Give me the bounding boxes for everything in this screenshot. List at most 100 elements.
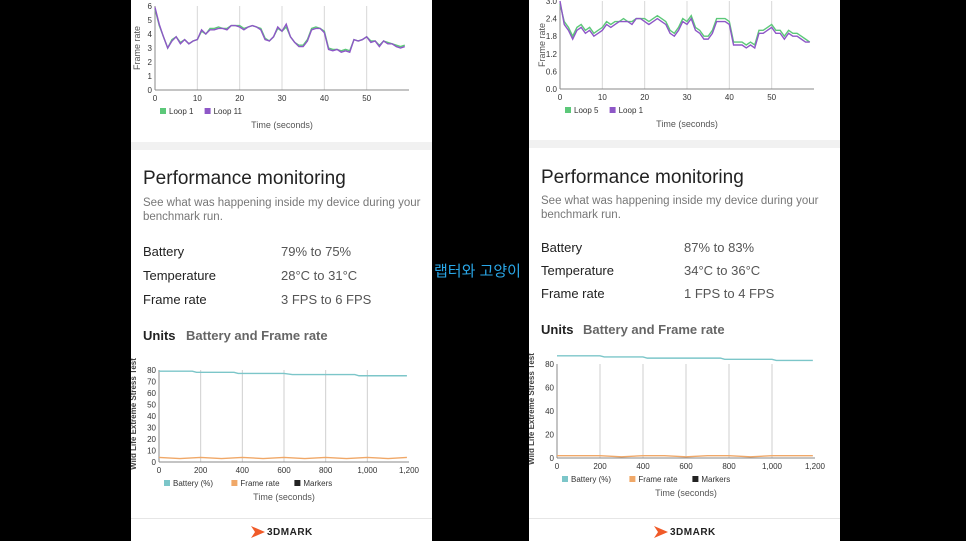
- x-tick-label: 200: [194, 466, 208, 475]
- y-tick-label: 4: [148, 30, 153, 39]
- x-tick-label: 20: [235, 94, 244, 103]
- units-selection[interactable]: Battery and Frame rate: [583, 322, 725, 337]
- series-line-frame-rate: [158, 456, 407, 460]
- battery-frame-rate-chart: 0 200 400 600 800 1,000 1,200 0 20 40 60 80 Wild Lif…: [529, 353, 826, 498]
- series-line-loop-5: [559, 3, 811, 47]
- temperature-label: Temperature: [143, 268, 216, 283]
- x-tick-label: 50: [767, 93, 776, 102]
- series-line-battery-: [557, 355, 813, 362]
- legend-swatch: [164, 480, 170, 486]
- legend-label: Loop 1: [619, 106, 644, 115]
- y-tick-label: 3: [148, 44, 153, 53]
- legend-label: Battery (%): [571, 475, 611, 484]
- left-benchmark-panel: 0 10 20 30 40 50 0 1 2 3 4 5 6 Frame rate Loop 1 Loop 1…: [131, 0, 432, 541]
- x-tick-label: 0: [153, 94, 158, 103]
- x-tick-label: 1,000: [762, 462, 783, 471]
- battery-label: Battery: [143, 244, 185, 259]
- y-tick-label: 0: [152, 458, 157, 467]
- y-axis-label: Wild Life Extreme Stress Test: [131, 358, 138, 470]
- y-tick-label: 60: [545, 384, 554, 393]
- footer: 3DMARK: [131, 518, 432, 541]
- frame-rate-chart: 0 10 20 30 40 50 0 1 2 3 4 5 6 Frame rate Loop 1 Loop 1…: [132, 2, 409, 130]
- series-line-loop-11: [154, 7, 405, 54]
- temperature-label: Temperature: [541, 263, 614, 278]
- 3dmark-logo-icon: [654, 526, 668, 538]
- frame-rate-label: Frame rate: [143, 292, 207, 307]
- frame-rate-chart: 0 10 20 30 40 50 0.0 0.6 1.2 1.8 2.4 3.0 Frame rate L…: [537, 0, 814, 129]
- x-axis-label: Time (seconds): [655, 488, 717, 498]
- section-divider: [131, 142, 432, 150]
- perf-description-line2: benchmark run.: [143, 211, 223, 223]
- x-tick-label: 200: [593, 462, 607, 471]
- x-tick-label: 0: [558, 93, 563, 102]
- units-tab[interactable]: Units: [143, 328, 176, 343]
- legend-swatch: [231, 480, 238, 486]
- units-selection[interactable]: Battery and Frame rate: [186, 328, 328, 343]
- perf-description: See what was happening inside my device …: [143, 196, 420, 224]
- x-tick-label: 0: [555, 462, 560, 471]
- x-tick-label: 10: [598, 93, 607, 102]
- battery-value: 87% to 83%: [684, 240, 755, 255]
- legend-swatch: [562, 476, 568, 482]
- temperature-value: 28°C to 31°C: [281, 268, 358, 283]
- legend-label: Loop 1: [169, 107, 194, 116]
- x-tick-label: 400: [236, 466, 250, 475]
- y-tick-label: 80: [545, 360, 554, 369]
- perf-description-line1: See what was happening inside my device …: [541, 195, 819, 207]
- legend-label: Markers: [303, 479, 332, 488]
- y-tick-label: 70: [147, 378, 156, 387]
- y-tick-label: 0.6: [546, 67, 558, 76]
- battery-frame-rate-chart: 0 200 400 600 800 1,000 1,200 0 10 20 30 40 50 60 70 80…: [131, 358, 420, 502]
- y-tick-label: 20: [147, 435, 156, 444]
- x-tick-label: 30: [683, 93, 692, 102]
- x-axis-label: Time (seconds): [253, 492, 315, 502]
- section-divider: [529, 140, 840, 148]
- x-tick-label: 0: [157, 466, 162, 475]
- legend-swatch: [294, 480, 301, 486]
- x-tick-label: 1,000: [357, 466, 378, 475]
- x-tick-label: 40: [725, 93, 734, 102]
- y-tick-label: 1.2: [546, 50, 558, 59]
- y-tick-label: 1: [148, 72, 153, 81]
- y-tick-label: 3.0: [546, 0, 558, 6]
- overlay-caption: 랩터와 고양이: [434, 263, 521, 280]
- x-tick-label: 30: [278, 94, 287, 103]
- legend-label: Battery (%): [173, 479, 213, 488]
- y-tick-label: 40: [147, 412, 156, 421]
- y-tick-label: 2.4: [546, 15, 558, 24]
- x-axis-label: Time (seconds): [251, 120, 313, 130]
- legend-label: Frame rate: [240, 479, 280, 488]
- y-axis-label: Frame rate: [132, 26, 142, 70]
- footer: 3DMARK: [529, 518, 840, 541]
- legend-label: Loop 11: [214, 107, 243, 116]
- y-tick-label: 6: [148, 2, 153, 11]
- y-axis-label: Wild Life Extreme Stress Test: [529, 353, 536, 465]
- x-tick-label: 800: [319, 466, 333, 475]
- x-tick-label: 1,200: [399, 466, 420, 475]
- legend-swatch: [160, 108, 166, 114]
- legend-swatch: [692, 476, 699, 482]
- battery-label: Battery: [541, 240, 583, 255]
- frame-rate-value: 1 FPS to 4 FPS: [684, 286, 775, 301]
- y-tick-label: 10: [147, 447, 156, 456]
- y-axis-label: Frame rate: [537, 23, 547, 67]
- frame-rate-value: 3 FPS to 6 FPS: [281, 292, 372, 307]
- 3dmark-logo-text: 3DMARK: [267, 527, 313, 538]
- units-tab[interactable]: Units: [541, 322, 574, 337]
- y-tick-label: 2: [148, 58, 153, 67]
- y-tick-label: 50: [147, 401, 156, 410]
- perf-description-line2: benchmark run.: [541, 209, 621, 221]
- y-tick-label: 60: [147, 389, 156, 398]
- perf-title: Performance monitoring: [143, 168, 346, 189]
- series-line-battery-: [159, 370, 407, 377]
- 3dmark-logo-text: 3DMARK: [670, 527, 716, 538]
- perf-description: See what was happening inside my device …: [541, 194, 818, 222]
- x-axis-label: Time (seconds): [656, 119, 718, 129]
- legend-swatch: [629, 476, 636, 482]
- x-tick-label: 800: [722, 462, 736, 471]
- x-tick-label: 20: [640, 93, 649, 102]
- x-tick-label: 1,200: [805, 462, 826, 471]
- y-tick-label: 0: [148, 86, 153, 95]
- y-tick-label: 0: [550, 454, 555, 463]
- x-tick-label: 600: [277, 466, 291, 475]
